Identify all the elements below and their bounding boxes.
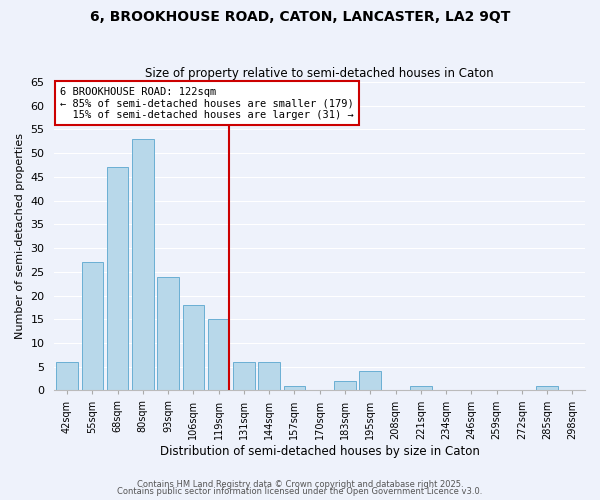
Y-axis label: Number of semi-detached properties: Number of semi-detached properties <box>15 133 25 339</box>
Bar <box>82 262 103 390</box>
Bar <box>56 362 78 390</box>
Bar <box>233 362 254 390</box>
Bar <box>182 305 204 390</box>
Text: 6, BROOKHOUSE ROAD, CATON, LANCASTER, LA2 9QT: 6, BROOKHOUSE ROAD, CATON, LANCASTER, LA… <box>90 10 510 24</box>
Bar <box>536 386 558 390</box>
Bar <box>334 381 356 390</box>
Title: Size of property relative to semi-detached houses in Caton: Size of property relative to semi-detach… <box>145 66 494 80</box>
Bar <box>359 372 381 390</box>
Text: 6 BROOKHOUSE ROAD: 122sqm
← 85% of semi-detached houses are smaller (179)
  15% : 6 BROOKHOUSE ROAD: 122sqm ← 85% of semi-… <box>60 86 353 120</box>
Bar <box>157 276 179 390</box>
X-axis label: Distribution of semi-detached houses by size in Caton: Distribution of semi-detached houses by … <box>160 444 479 458</box>
Text: Contains public sector information licensed under the Open Government Licence v3: Contains public sector information licen… <box>118 488 482 496</box>
Bar <box>132 139 154 390</box>
Bar <box>208 320 229 390</box>
Text: Contains HM Land Registry data © Crown copyright and database right 2025.: Contains HM Land Registry data © Crown c… <box>137 480 463 489</box>
Bar <box>259 362 280 390</box>
Bar <box>284 386 305 390</box>
Bar <box>107 168 128 390</box>
Bar <box>410 386 431 390</box>
